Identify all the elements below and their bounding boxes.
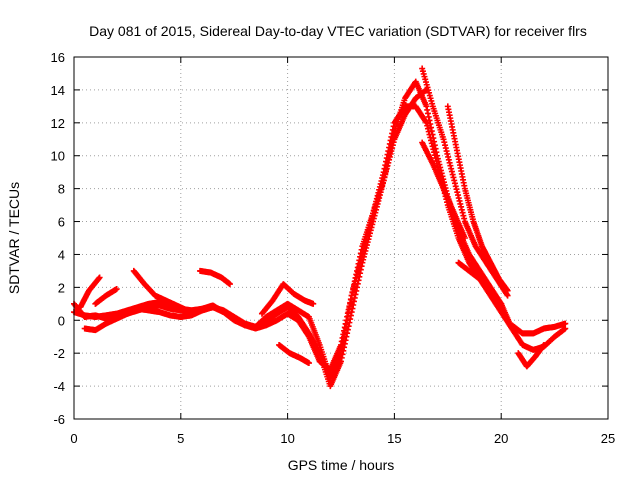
series-sat-1	[71, 103, 515, 381]
series-sat-3	[81, 86, 430, 373]
series-sat-7	[197, 267, 233, 288]
series-sat-4	[77, 274, 103, 311]
y-tick-label: 16	[51, 50, 65, 65]
data-point	[498, 300, 505, 307]
x-tick-label: 0	[70, 431, 77, 446]
data-point	[113, 286, 120, 293]
plot-frame	[73, 56, 609, 420]
y-tick-label: -2	[53, 346, 65, 361]
y-tick-label: 8	[58, 182, 65, 197]
x-tick-label: 20	[494, 431, 508, 446]
data-point	[562, 320, 569, 327]
y-tick-label: -4	[53, 379, 65, 394]
series-sat-10	[419, 65, 511, 299]
chart-title: Day 081 of 2015, Sidereal Day-to-day VTE…	[89, 23, 587, 39]
series-sat-12	[419, 139, 468, 241]
y-tick-label: 4	[58, 247, 65, 262]
data-point	[504, 287, 511, 294]
data-point	[540, 341, 547, 348]
series-sat-6	[130, 267, 191, 314]
x-tick-label: 15	[387, 431, 401, 446]
data-point	[226, 281, 233, 288]
data-point	[96, 274, 103, 281]
series-sat-8	[258, 281, 317, 317]
x-tick-label: 25	[601, 431, 615, 446]
y-tick-label: 12	[51, 116, 65, 131]
y-tick-label: 6	[58, 215, 65, 230]
data-point	[184, 307, 191, 314]
series-sat-11	[444, 103, 511, 294]
axis-ticks: 0 5 10 15 20 25 -6 -4 -2 0 2 4 6 8 10 12 14 16	[51, 50, 616, 446]
grid-lines	[74, 57, 608, 419]
series-sat-14	[508, 320, 569, 337]
x-axis-label: GPS time / hours	[288, 457, 395, 473]
data-point	[461, 235, 468, 241]
y-axis-label: SDTVAR / TECUs	[6, 182, 22, 294]
series-sat-9	[276, 341, 312, 367]
data-point	[310, 300, 317, 307]
y-tick-label: 10	[51, 149, 65, 164]
y-tick-label: 14	[51, 83, 65, 98]
x-tick-label: 5	[177, 431, 184, 446]
x-tick-label: 10	[280, 431, 294, 446]
y-tick-label: -6	[53, 412, 65, 427]
series-sat-5	[92, 286, 120, 307]
data-series	[71, 65, 569, 390]
data-point	[305, 360, 312, 367]
y-tick-label: 0	[58, 313, 65, 328]
y-tick-label: 2	[58, 280, 65, 295]
series-sat-15	[515, 341, 547, 370]
series-sat-13	[455, 259, 505, 307]
